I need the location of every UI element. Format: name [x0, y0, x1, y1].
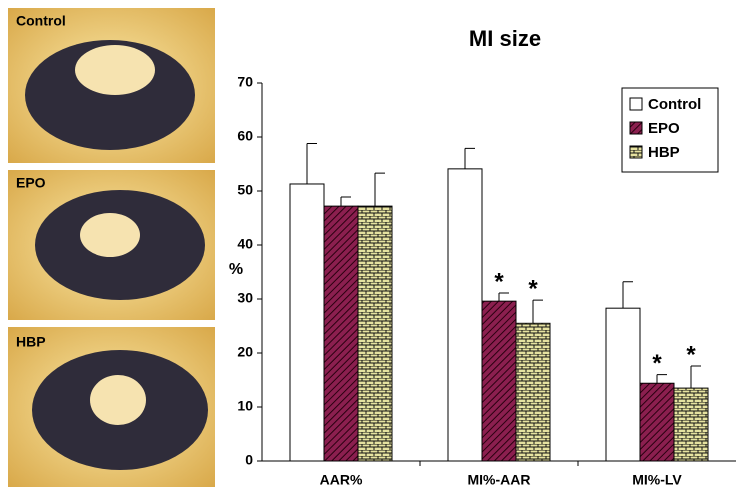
- y-tick-label: 10: [237, 398, 253, 414]
- legend-label: Control: [648, 96, 701, 113]
- photo-label: EPO: [16, 175, 46, 191]
- bar: [605, 307, 641, 462]
- bar: [481, 300, 517, 462]
- legend-label: HBP: [648, 144, 680, 161]
- error-bar: [690, 365, 701, 389]
- significance-mark: *: [686, 341, 696, 368]
- y-tick-label: 60: [237, 128, 253, 144]
- bar: [289, 183, 325, 462]
- photo-panel: Control EPO HBP: [8, 8, 215, 487]
- error-bar: [306, 142, 317, 184]
- y-tick-label: 0: [245, 452, 253, 468]
- error-bar: [374, 172, 385, 207]
- bar: [515, 322, 551, 462]
- error-bar: [340, 196, 351, 207]
- heart-lumen: [90, 375, 146, 425]
- photo-label: HBP: [16, 334, 46, 350]
- legend-swatch: [629, 145, 643, 159]
- significance-mark: *: [528, 275, 538, 302]
- bar: [323, 205, 359, 462]
- bar: [673, 387, 709, 462]
- y-axis-label: %: [229, 261, 243, 278]
- significance-mark: *: [494, 268, 504, 295]
- error-bar: [532, 299, 543, 324]
- error-bar: [656, 374, 667, 384]
- bar: [639, 382, 675, 462]
- error-bar: [464, 147, 475, 169]
- legend-swatch: [629, 121, 643, 135]
- y-tick-label: 50: [237, 182, 253, 198]
- x-tick-label: MI%-AAR: [468, 472, 531, 488]
- heart-lumen: [80, 213, 140, 257]
- y-tick-label: 30: [237, 290, 253, 306]
- legend-swatch: [629, 97, 643, 111]
- error-bar: [498, 292, 509, 302]
- significance-mark: *: [652, 350, 662, 377]
- bar: [357, 205, 393, 462]
- bar: [447, 168, 483, 462]
- y-tick-label: 40: [237, 236, 253, 252]
- x-tick-label: AAR%: [320, 472, 363, 488]
- heart-lumen: [75, 45, 155, 95]
- chart-title: MI size: [469, 26, 541, 51]
- x-tick-label: MI%-LV: [632, 472, 682, 488]
- y-tick-label: 70: [237, 74, 253, 90]
- y-tick-label: 20: [237, 344, 253, 360]
- error-bar: [622, 281, 633, 309]
- photo-label: Control: [16, 13, 66, 29]
- legend-label: EPO: [648, 120, 680, 137]
